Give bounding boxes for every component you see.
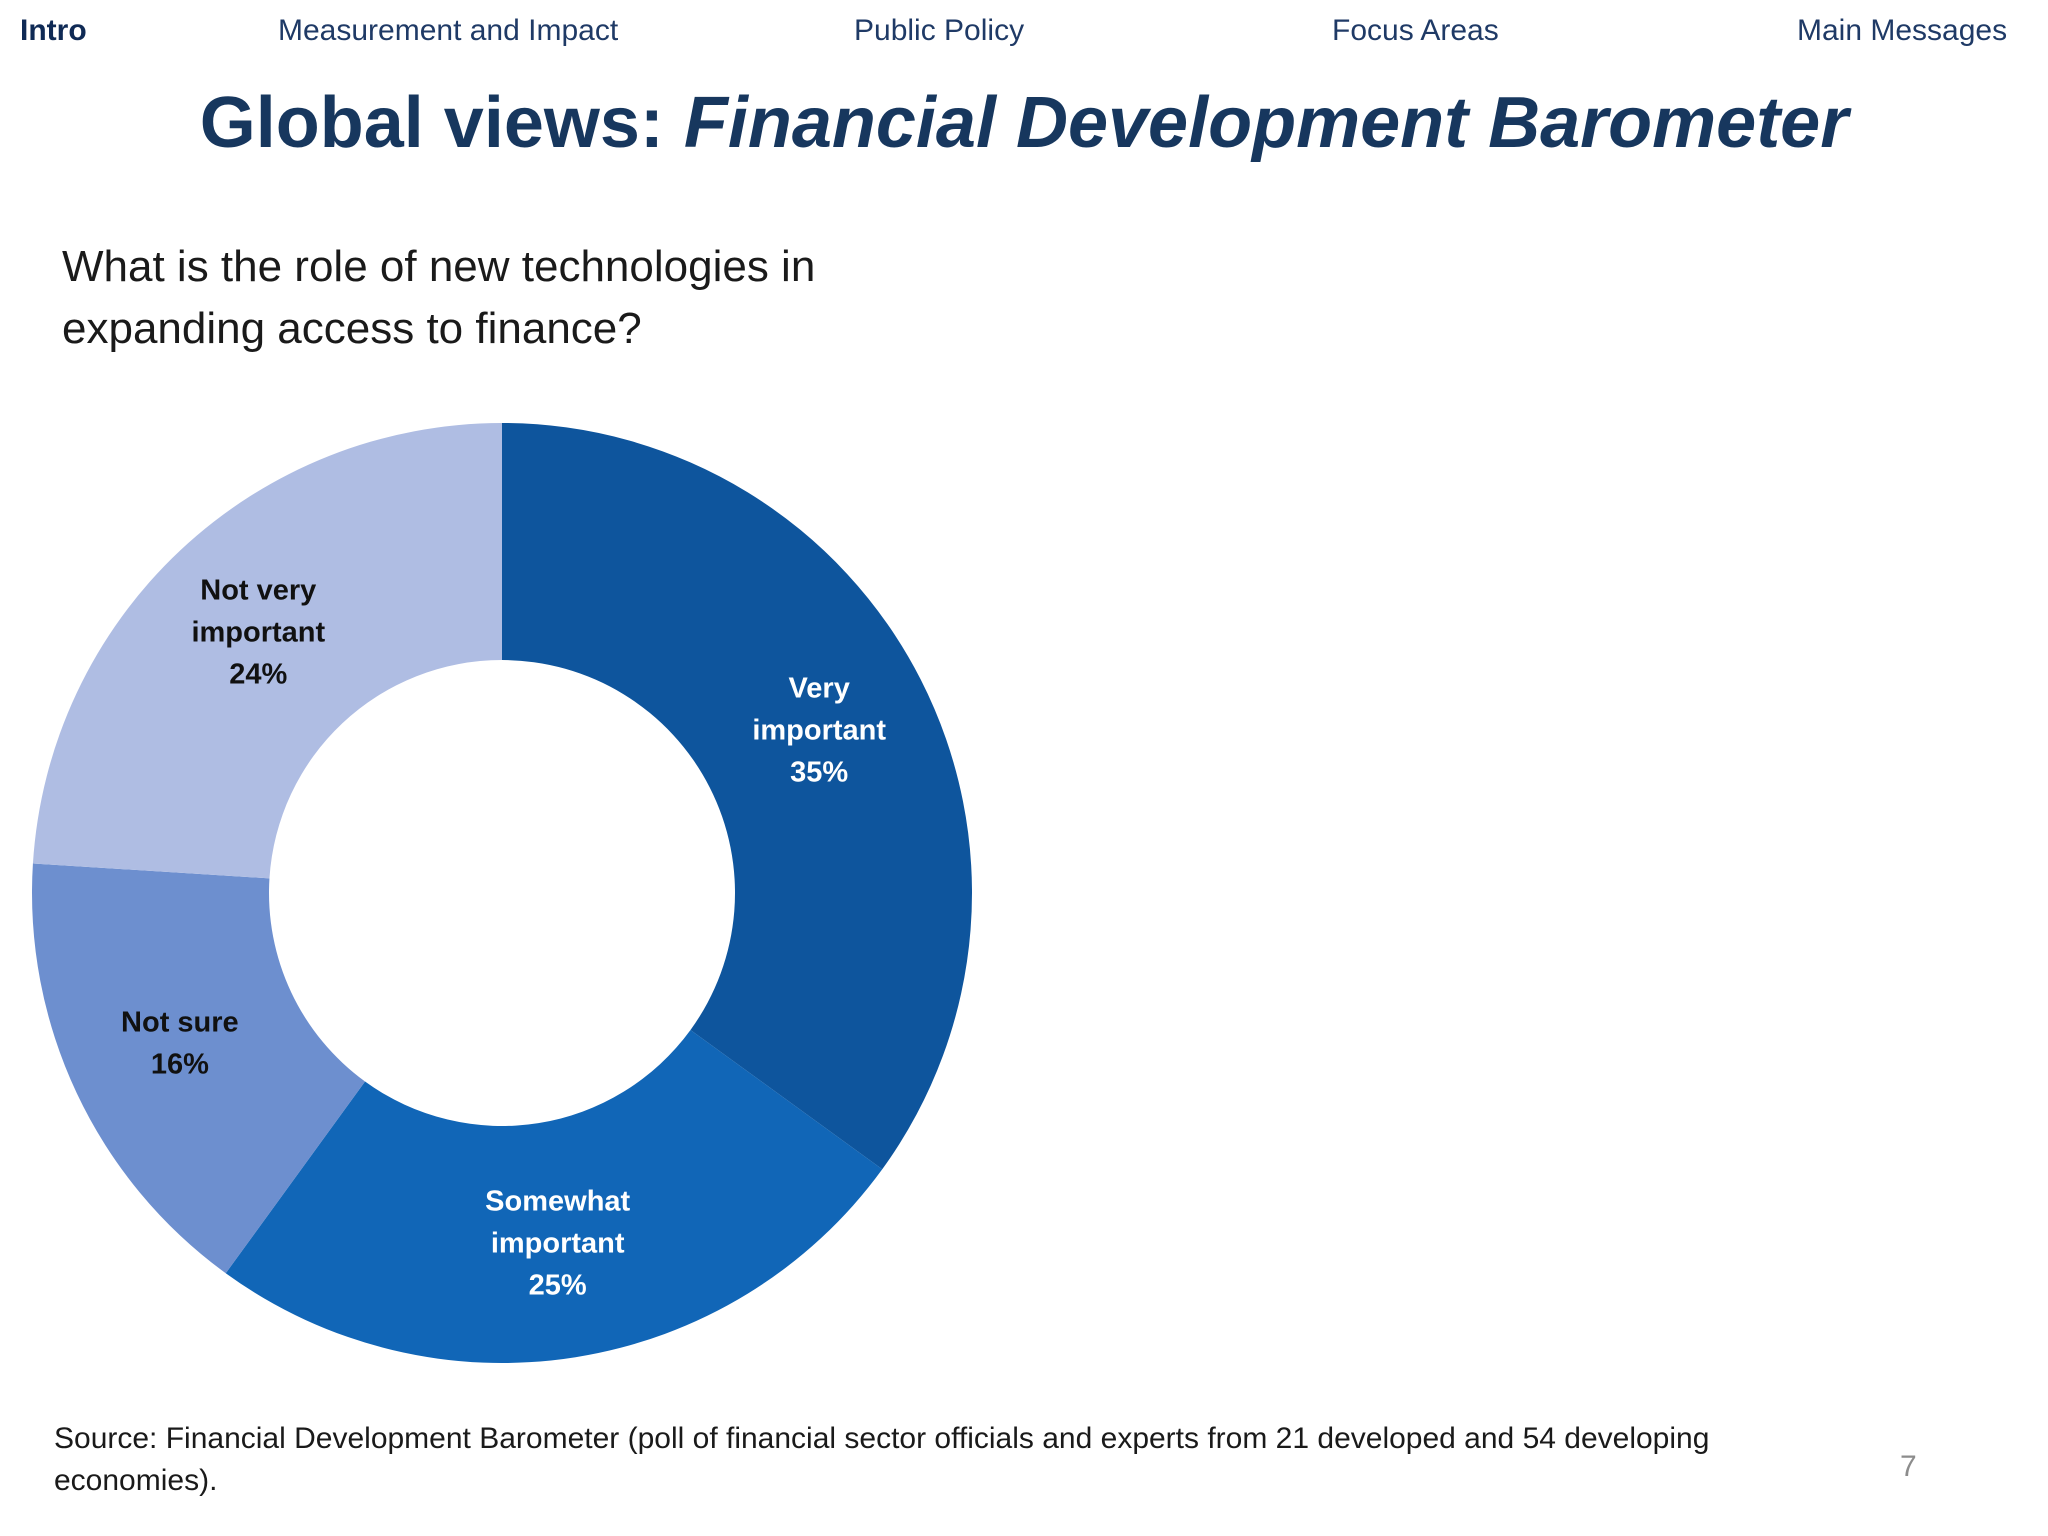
nav-item-focus-areas[interactable]: Focus Areas xyxy=(1332,14,1499,47)
donut-slice-label-line: 25% xyxy=(529,1269,587,1301)
source-note: Source: Financial Development Barometer … xyxy=(54,1422,1710,1497)
donut-slice-label-line: important xyxy=(752,714,886,746)
slide-title: Global views: Financial Development Baro… xyxy=(0,82,2048,164)
donut-slice-label-3: Not very important 24% xyxy=(191,574,325,690)
donut-slice-label-line: Not very xyxy=(200,574,316,606)
donut-slice-1 xyxy=(225,1029,883,1363)
donut-slice-2 xyxy=(32,863,366,1274)
donut-slice-label-line: Not sure xyxy=(121,1006,239,1038)
slide-title-italic: Financial Development Barometer xyxy=(683,83,1849,163)
donut-chart: Very important 35% Somewhat important 25% Not … xyxy=(20,420,1020,1380)
donut-slice-label-2: Not sure 16% xyxy=(121,1006,239,1080)
nav-item-public-policy[interactable]: Public Policy xyxy=(854,14,1025,47)
top-navigation: Intro Measurement and Impact Public Poli… xyxy=(0,0,2048,66)
chart-question: What is the role of new technologies in … xyxy=(62,242,816,353)
nav-item-intro[interactable]: Intro xyxy=(20,14,87,47)
donut-slice-label-line: important xyxy=(491,1227,625,1259)
donut-chart-svg: Very important 35% Somewhat important 25% Not … xyxy=(32,423,972,1363)
nav-item-main-messages[interactable]: Main Messages xyxy=(1797,14,2008,47)
donut-slice-label-0: Very important 35% xyxy=(752,672,886,788)
donut-slice-label-line: 24% xyxy=(229,658,287,690)
slide-title-prefix: Global views: xyxy=(199,83,684,163)
donut-slice-label-line: 16% xyxy=(151,1048,209,1080)
page-number: 7 xyxy=(1900,1450,1917,1483)
donut-slice-0 xyxy=(502,423,972,1170)
donut-slice-label-line: Very xyxy=(789,672,850,704)
donut-slice-label-line: important xyxy=(191,616,325,648)
donut-slice-label-line: 35% xyxy=(790,756,848,788)
nav-item-measurement-and-impact[interactable]: Measurement and Impact xyxy=(278,14,619,47)
donut-slice-3 xyxy=(32,423,503,879)
donut-slice-label-1: Somewhat important 25% xyxy=(485,1185,630,1301)
donut-slice-label-line: Somewhat xyxy=(485,1185,630,1217)
